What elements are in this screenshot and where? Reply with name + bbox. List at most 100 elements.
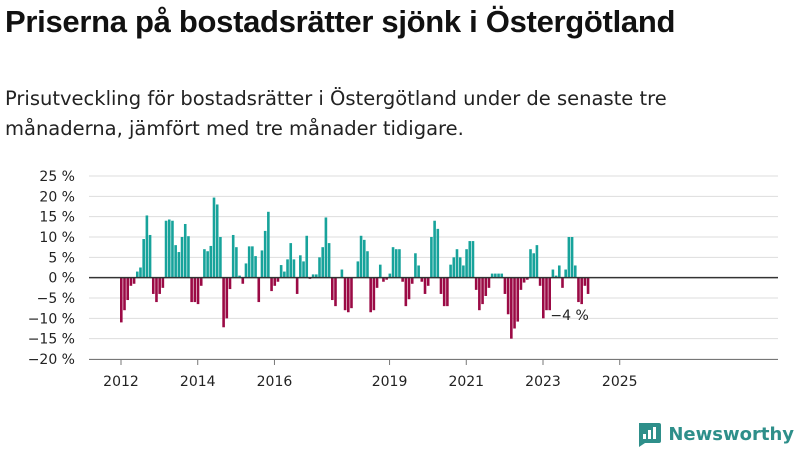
bar: [497, 273, 500, 278]
bar: [359, 235, 363, 278]
y-tick-label: 10 %: [39, 230, 75, 246]
annotations: −4 %: [550, 308, 588, 324]
bar: [120, 277, 123, 323]
bar: [557, 265, 561, 278]
bar: [180, 237, 184, 278]
bar: [484, 277, 488, 296]
chart-subtitle: Prisutveckling för bostadsrätter i Öster…: [5, 87, 667, 140]
bar: [423, 277, 427, 294]
bar: [139, 267, 142, 278]
bar: [487, 277, 491, 288]
bar: [327, 243, 331, 278]
y-tick-label: 0 %: [48, 271, 75, 287]
bar: [263, 230, 267, 278]
bar: [510, 277, 513, 339]
bar: [279, 265, 283, 278]
bar: [257, 277, 261, 303]
bar: [551, 269, 555, 278]
bar: [244, 263, 248, 278]
bar: [155, 277, 158, 303]
bar: [417, 265, 420, 278]
bar: [260, 250, 264, 278]
bar: [199, 277, 203, 286]
bar: [542, 277, 545, 319]
bar: [295, 277, 299, 294]
bar: [161, 277, 165, 288]
bar: [283, 271, 286, 278]
bar: [273, 277, 277, 286]
x-tick-label: 2019: [372, 374, 408, 390]
bar: [573, 265, 577, 278]
bar: [375, 277, 379, 288]
bar: [362, 239, 366, 278]
bar: [225, 277, 229, 319]
bar: [123, 277, 126, 311]
bar: [235, 247, 238, 278]
bar: [366, 251, 369, 278]
bar: [468, 241, 472, 278]
bar: [532, 253, 536, 278]
bar: [391, 247, 395, 278]
bar: [302, 261, 305, 278]
bar: [174, 245, 177, 278]
bar: [241, 277, 245, 284]
bar: [407, 277, 411, 300]
bar: [458, 257, 462, 278]
bar: [577, 277, 580, 303]
bar: [126, 277, 129, 301]
last-value-label: −4 %: [550, 308, 588, 324]
bar: [471, 241, 475, 278]
bar: [452, 257, 456, 278]
bar: [526, 277, 529, 280]
bar: [433, 220, 436, 278]
bar: [580, 277, 583, 305]
bar: [372, 277, 376, 311]
bar: [222, 277, 225, 328]
bar: [522, 277, 526, 283]
bar: [129, 277, 133, 286]
bar: [478, 277, 481, 311]
bar: [299, 255, 302, 278]
x-tick-label: 2023: [525, 374, 561, 390]
bar: [145, 215, 149, 278]
bar: [132, 277, 136, 284]
x-tick-label: 2012: [103, 374, 139, 390]
bar: [586, 277, 590, 294]
bar: [231, 234, 235, 278]
bar: [455, 249, 459, 278]
bar: [554, 275, 558, 278]
bar: [219, 237, 222, 278]
bar: [324, 217, 328, 278]
bar: [548, 277, 551, 311]
bar: [494, 273, 497, 278]
bar: [378, 264, 382, 278]
y-tick-label: 5 %: [48, 250, 75, 266]
bar: [158, 277, 161, 294]
bar: [164, 220, 168, 278]
bar: [167, 219, 171, 278]
bar: [474, 277, 478, 290]
bar: [436, 228, 440, 278]
bar: [151, 277, 155, 294]
bar: [212, 197, 216, 278]
bar: [305, 235, 309, 278]
bar: [171, 220, 174, 278]
bar: [238, 275, 241, 278]
brand-logo: Newsworthy: [636, 420, 794, 448]
bar: [506, 277, 510, 315]
bar: [203, 249, 206, 278]
bar: [318, 257, 321, 278]
bar: [190, 277, 193, 303]
bar: [369, 277, 372, 313]
bar: [529, 249, 532, 278]
bar: [196, 277, 200, 305]
newsworthy-logo-icon: [639, 423, 662, 447]
bar: [567, 237, 571, 278]
bar: [465, 249, 468, 278]
bar: [254, 256, 257, 278]
bar: [289, 243, 293, 278]
bar: [382, 277, 385, 282]
brand-name: Newsworthy: [668, 423, 794, 445]
bar: [247, 246, 251, 278]
bar: [187, 236, 190, 278]
